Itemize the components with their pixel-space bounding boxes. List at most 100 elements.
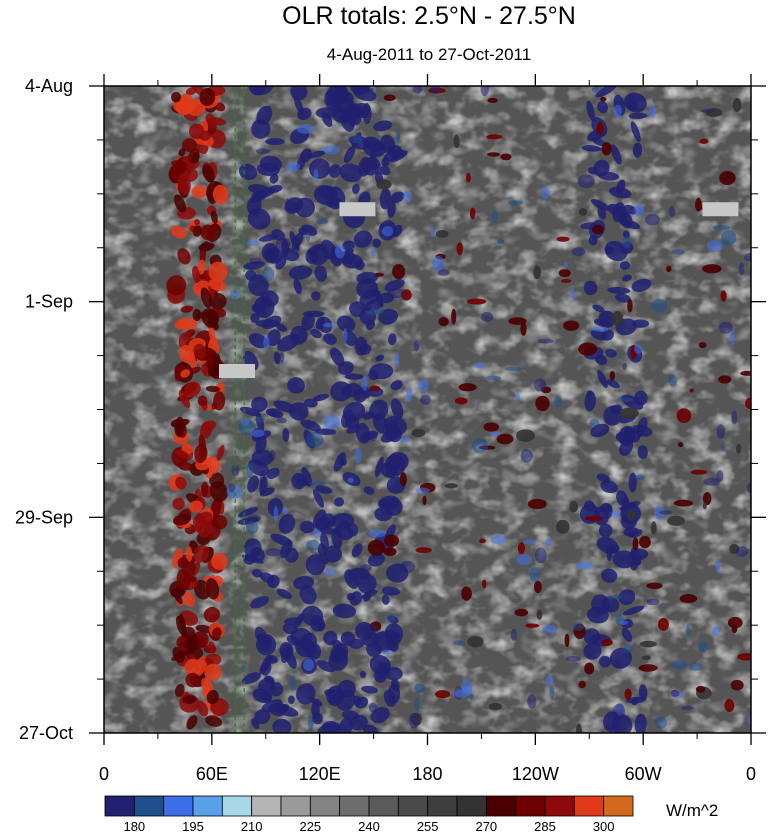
feature-cell (194, 219, 201, 226)
feature-cell (188, 500, 203, 513)
feature-cell (314, 265, 327, 282)
feature-cell (351, 543, 363, 558)
colorbar-units: W/m^2 (666, 801, 718, 820)
feature-cell (266, 329, 281, 347)
feature-cell (180, 369, 191, 378)
speckle (394, 353, 400, 367)
feature-cell (184, 658, 202, 677)
speckle (591, 326, 609, 332)
feature-cell (631, 319, 650, 328)
feature-cell (279, 642, 294, 660)
feature-cell (374, 456, 384, 478)
feature-cell (250, 312, 260, 323)
colorbar-label: 240 (358, 819, 380, 834)
blobs-layer (226, 86, 751, 733)
speckle (230, 289, 240, 300)
feature-cell (637, 445, 648, 459)
y-tick-label: 29-Sep (15, 507, 73, 527)
speckle (388, 636, 400, 653)
speckle (589, 418, 600, 427)
feature-cell (191, 86, 204, 96)
colorbar-swatch (485, 795, 517, 817)
feature-cell (334, 497, 345, 507)
speckle (451, 308, 457, 325)
feature-cell (612, 550, 637, 569)
speckle (627, 509, 636, 522)
speckle (625, 94, 637, 110)
speckle (601, 638, 613, 646)
speckle (325, 567, 336, 577)
feature-cell (208, 324, 216, 343)
feature-cell (311, 712, 323, 725)
speckle (420, 394, 431, 405)
speckle (279, 352, 285, 363)
feature-cell (268, 408, 284, 418)
speckle (430, 228, 436, 237)
feature-cell (213, 391, 226, 411)
feature-cell (269, 173, 279, 184)
feature-cell (367, 553, 386, 567)
speckle (621, 236, 632, 249)
feature-cell (266, 467, 280, 479)
speckle (737, 653, 751, 661)
colorbar-swatch (427, 795, 458, 817)
feature-cell (315, 316, 326, 330)
speckle (461, 586, 473, 601)
feature-cell (247, 208, 271, 230)
feature-cell (597, 100, 609, 114)
feature-cell (262, 315, 282, 330)
speckle (392, 264, 406, 280)
speckle (659, 510, 673, 515)
feature-cell (299, 585, 317, 605)
colorbar-swatch (221, 795, 253, 817)
colorbar-label: 300 (593, 819, 615, 834)
speckle (527, 498, 547, 510)
speckle (571, 247, 586, 257)
x-tick-label: 120E (299, 764, 341, 784)
speckle (360, 564, 372, 572)
speckle (418, 379, 429, 392)
speckle (545, 675, 554, 686)
speckle (469, 693, 474, 701)
feature-cell (349, 301, 366, 318)
feature-cell (266, 574, 280, 589)
speckle (508, 200, 524, 206)
feature-cell (611, 714, 633, 733)
feature-cell (390, 191, 405, 203)
feature-cell (205, 347, 214, 368)
speckle (740, 370, 751, 376)
speckle (639, 640, 657, 648)
speckle (729, 330, 736, 346)
feature-cell (296, 683, 316, 705)
feature-cell (359, 671, 367, 679)
speckle (523, 539, 536, 545)
feature-cell (200, 287, 212, 309)
speckle (465, 172, 471, 183)
feature-cell (388, 333, 397, 346)
speckle (387, 613, 396, 623)
speckle (677, 441, 684, 448)
speckle (515, 393, 521, 402)
feature-cell (362, 136, 383, 153)
feature-cell (248, 274, 269, 297)
speckle (719, 170, 736, 186)
speckle (536, 609, 543, 620)
feature-cell (365, 319, 376, 331)
speckle (469, 207, 476, 220)
speckle (563, 320, 580, 331)
feature-cell (310, 698, 323, 707)
speckle (596, 121, 605, 135)
speckle (516, 429, 535, 442)
speckle (402, 190, 412, 203)
speckle (612, 703, 626, 720)
speckle (564, 633, 570, 647)
feature-cell (344, 373, 364, 380)
feature-cell (212, 627, 222, 639)
colorbar-swatch (515, 795, 546, 817)
feature-cell (310, 329, 322, 339)
feature-cell (199, 422, 213, 439)
colorbar-swatch (251, 795, 282, 817)
colorbar-swatch (603, 795, 634, 817)
missing-data-bar-2 (218, 363, 255, 378)
feature-cell (361, 589, 378, 599)
